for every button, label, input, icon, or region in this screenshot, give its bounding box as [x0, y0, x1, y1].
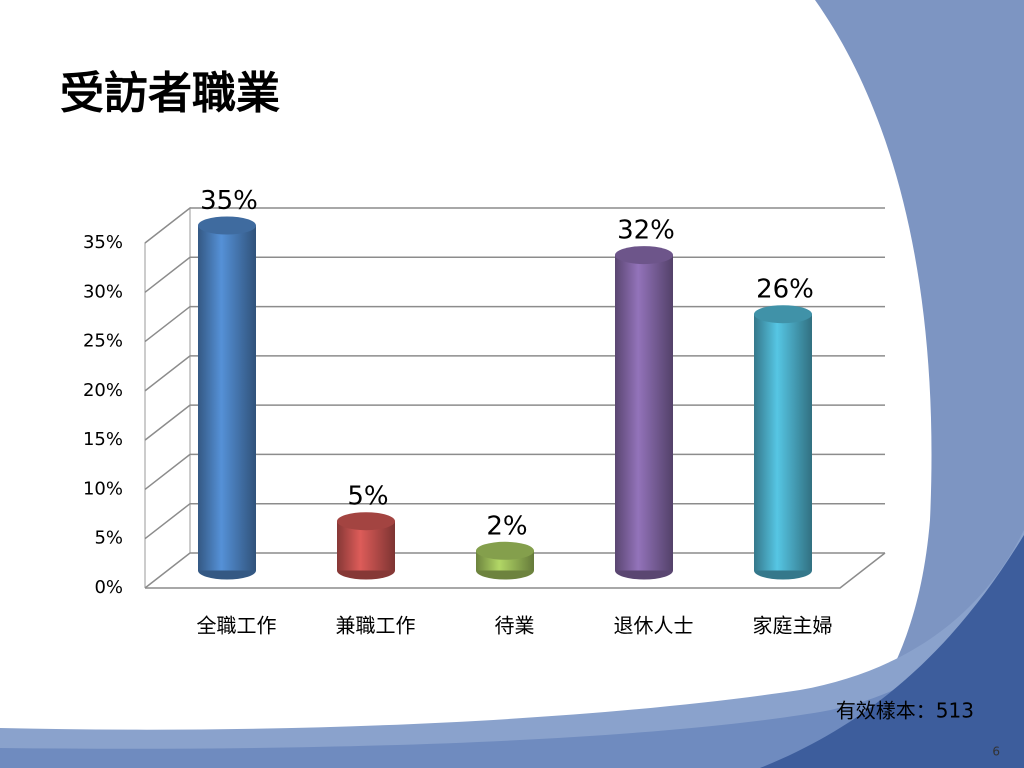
x-tick-label: 兼職工作	[336, 614, 416, 638]
y-tick-label: 30%	[83, 281, 123, 302]
bar	[615, 255, 673, 571]
data-label: 35%	[200, 186, 258, 216]
y-tick-label: 20%	[83, 380, 123, 401]
floor	[145, 552, 886, 589]
decor-curve	[815, 0, 1024, 768]
sample-note: 有效樣本：513	[836, 699, 974, 723]
bar	[754, 314, 812, 571]
x-tick-label: 家庭主婦	[753, 614, 833, 638]
plot: 0% 5% 10% 15% 20% 25% 30% 35% 35% 全職工作 5% 兼職工作 2% 待業 3…	[83, 186, 886, 638]
bar-cap	[198, 216, 256, 235]
bar	[198, 225, 256, 571]
grid-line	[144, 207, 885, 244]
bar-cap	[615, 246, 673, 265]
x-tick-label: 退休人士	[614, 614, 694, 638]
decor-curve	[0, 530, 1024, 768]
slide-title: 受訪者職業	[60, 68, 280, 119]
data-label: 26%	[756, 275, 814, 305]
data-label: 32%	[617, 216, 675, 246]
y-tick-label: 10%	[83, 478, 123, 499]
decor-curve	[760, 535, 1024, 768]
x-tick-label: 待業	[495, 614, 535, 638]
data-label: 5%	[347, 482, 388, 512]
bar-cap	[476, 541, 534, 560]
y-tick-label: 15%	[83, 429, 123, 450]
y-tick-label: 25%	[83, 331, 123, 352]
bar-cap	[754, 305, 812, 324]
page-number: 6	[992, 745, 1000, 759]
data-label: 2%	[486, 511, 527, 541]
y-tick-label: 5%	[94, 528, 123, 549]
y-tick-label: 0%	[94, 577, 123, 598]
bar-cap	[337, 512, 395, 531]
x-tick-label: 全職工作	[197, 614, 277, 638]
y-tick-label: 35%	[83, 232, 123, 253]
